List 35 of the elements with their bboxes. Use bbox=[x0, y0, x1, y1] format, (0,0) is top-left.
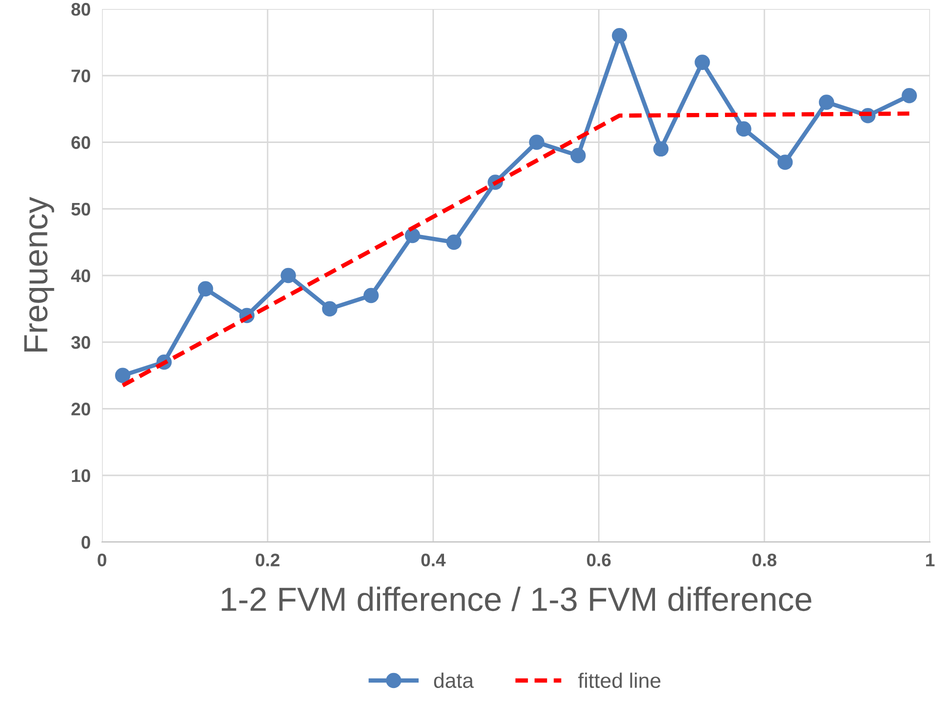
y-tick-label: 80 bbox=[71, 2, 90, 16]
y-axis-title: Frequency bbox=[24, 196, 54, 352]
point bbox=[653, 141, 669, 157]
x-tick-label: 0.8 bbox=[752, 554, 776, 566]
y-tick-label: 60 bbox=[71, 136, 90, 149]
y-tick-label: 70 bbox=[72, 70, 90, 82]
point bbox=[322, 301, 338, 316]
point bbox=[736, 121, 752, 137]
y-tick-label: 20 bbox=[71, 402, 90, 416]
y-tick-label: 30 bbox=[71, 336, 90, 349]
point bbox=[363, 288, 379, 304]
point bbox=[115, 368, 130, 384]
x-tick-label: 0 bbox=[98, 554, 106, 566]
point bbox=[902, 88, 917, 104]
point bbox=[612, 28, 628, 44]
point bbox=[777, 154, 793, 170]
x-tick-label: 0.4 bbox=[421, 554, 446, 566]
point bbox=[446, 234, 462, 250]
point bbox=[404, 228, 420, 244]
x-tick-label: 0.2 bbox=[256, 554, 280, 566]
x-tick-label: 0.6 bbox=[586, 554, 611, 566]
y-tick-label: 0 bbox=[82, 536, 90, 549]
point bbox=[570, 148, 586, 164]
y-tick-label: 50 bbox=[71, 202, 90, 216]
point bbox=[198, 281, 214, 296]
legend-label: fitted line bbox=[578, 672, 660, 688]
point bbox=[818, 94, 834, 110]
y-tick-label: 10 bbox=[72, 469, 90, 482]
point bbox=[694, 54, 710, 70]
y-tick-label: 40 bbox=[71, 269, 90, 282]
point bbox=[529, 134, 544, 150]
x-tick-label: 1 bbox=[926, 554, 935, 566]
legend-label: data bbox=[434, 672, 474, 688]
point bbox=[280, 268, 296, 284]
x-axis-title: 1-2 FVM difference / 1-3 FVM difference bbox=[222, 586, 812, 612]
